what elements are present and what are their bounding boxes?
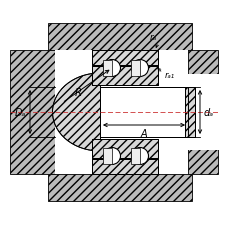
Polygon shape — [92, 159, 157, 174]
Polygon shape — [100, 88, 187, 137]
Polygon shape — [92, 51, 157, 66]
Polygon shape — [48, 174, 191, 201]
Polygon shape — [48, 24, 191, 51]
Bar — [103, 61, 112, 77]
Text: Dₐ: Dₐ — [15, 108, 26, 117]
Circle shape — [103, 60, 120, 77]
Polygon shape — [187, 51, 217, 174]
Circle shape — [131, 60, 148, 77]
Bar — [103, 148, 112, 164]
Text: dₐ: dₐ — [203, 108, 213, 117]
Polygon shape — [92, 139, 157, 158]
Bar — [131, 148, 139, 164]
Circle shape — [131, 148, 148, 165]
Text: rₐ₁: rₐ₁ — [164, 71, 174, 80]
Text: A: A — [140, 128, 147, 138]
Bar — [100, 75, 219, 150]
Polygon shape — [10, 51, 55, 174]
Text: rₐ: rₐ — [149, 33, 156, 42]
Bar — [131, 61, 139, 77]
Bar — [100, 88, 187, 137]
Text: R: R — [74, 88, 81, 98]
Polygon shape — [92, 67, 157, 86]
Ellipse shape — [52, 74, 147, 151]
Bar — [55, 51, 187, 174]
Polygon shape — [184, 88, 194, 137]
Circle shape — [103, 148, 120, 165]
